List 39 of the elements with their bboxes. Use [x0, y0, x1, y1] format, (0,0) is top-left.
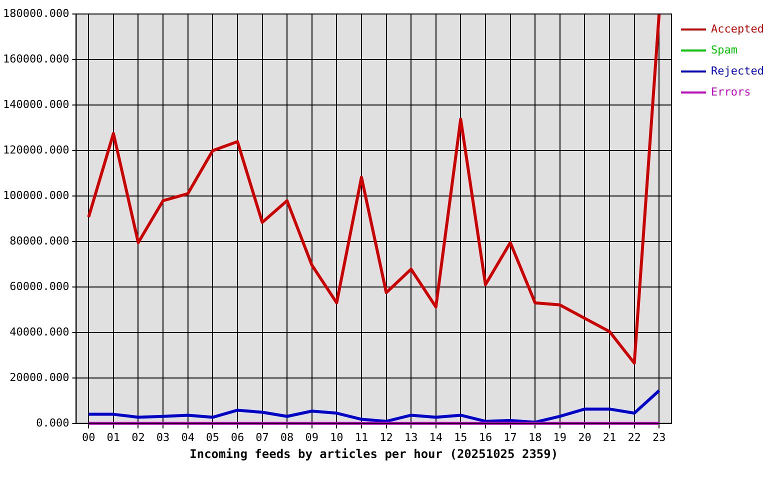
x-tick-label: 08 [280, 430, 294, 444]
y-tick-label: 40000.000 [10, 325, 70, 338]
x-tick-label: 20 [578, 430, 592, 444]
x-tick-label: 11 [354, 430, 368, 444]
y-tick-label: 180000.000 [2, 6, 70, 20]
x-tick-label: 05 [206, 430, 220, 444]
legend-label: Rejected [711, 64, 764, 78]
x-tick-label: 19 [553, 430, 567, 444]
y-tick-label: 0.000 [36, 416, 70, 430]
x-tick-label: 02 [132, 430, 145, 444]
x-tick-label: 12 [380, 430, 393, 444]
legend-label: Spam [711, 43, 738, 56]
x-tick-label: 16 [478, 430, 492, 444]
x-tick-label: 17 [504, 430, 517, 444]
y-tick-label: 120000.000 [2, 143, 70, 156]
x-tick-label: 21 [602, 430, 616, 444]
x-tick-label: 13 [404, 430, 418, 444]
x-tick-label: 22 [628, 430, 641, 444]
y-tick-label: 160000.000 [2, 52, 70, 66]
y-tick-label: 100000.000 [2, 188, 70, 202]
y-tick-label: 20000.000 [10, 370, 70, 384]
x-tick-label: 00 [82, 430, 96, 444]
x-tick-label: 03 [156, 430, 170, 444]
x-tick-label: 14 [429, 430, 443, 444]
legend-label: Accepted [711, 22, 764, 36]
x-tick-label: 04 [181, 430, 195, 444]
x-tick-label: 15 [454, 430, 468, 444]
x-tick-label: 01 [106, 430, 120, 444]
x-tick-label: 06 [230, 430, 244, 444]
y-tick-label: 80000.000 [10, 234, 70, 248]
legend-label: Errors [711, 85, 751, 98]
x-tick-label: 18 [528, 430, 542, 444]
x-tick-label: 09 [305, 430, 318, 444]
x-tick-label: 23 [652, 430, 666, 444]
x-tick-label: 10 [330, 430, 344, 444]
x-axis-title: Incoming feeds by articles per hour (20251025 2359) [190, 446, 558, 461]
y-tick-label: 140000.000 [2, 98, 70, 111]
x-tick-label: 07 [256, 430, 269, 444]
y-tick-label: 60000.000 [10, 280, 70, 293]
